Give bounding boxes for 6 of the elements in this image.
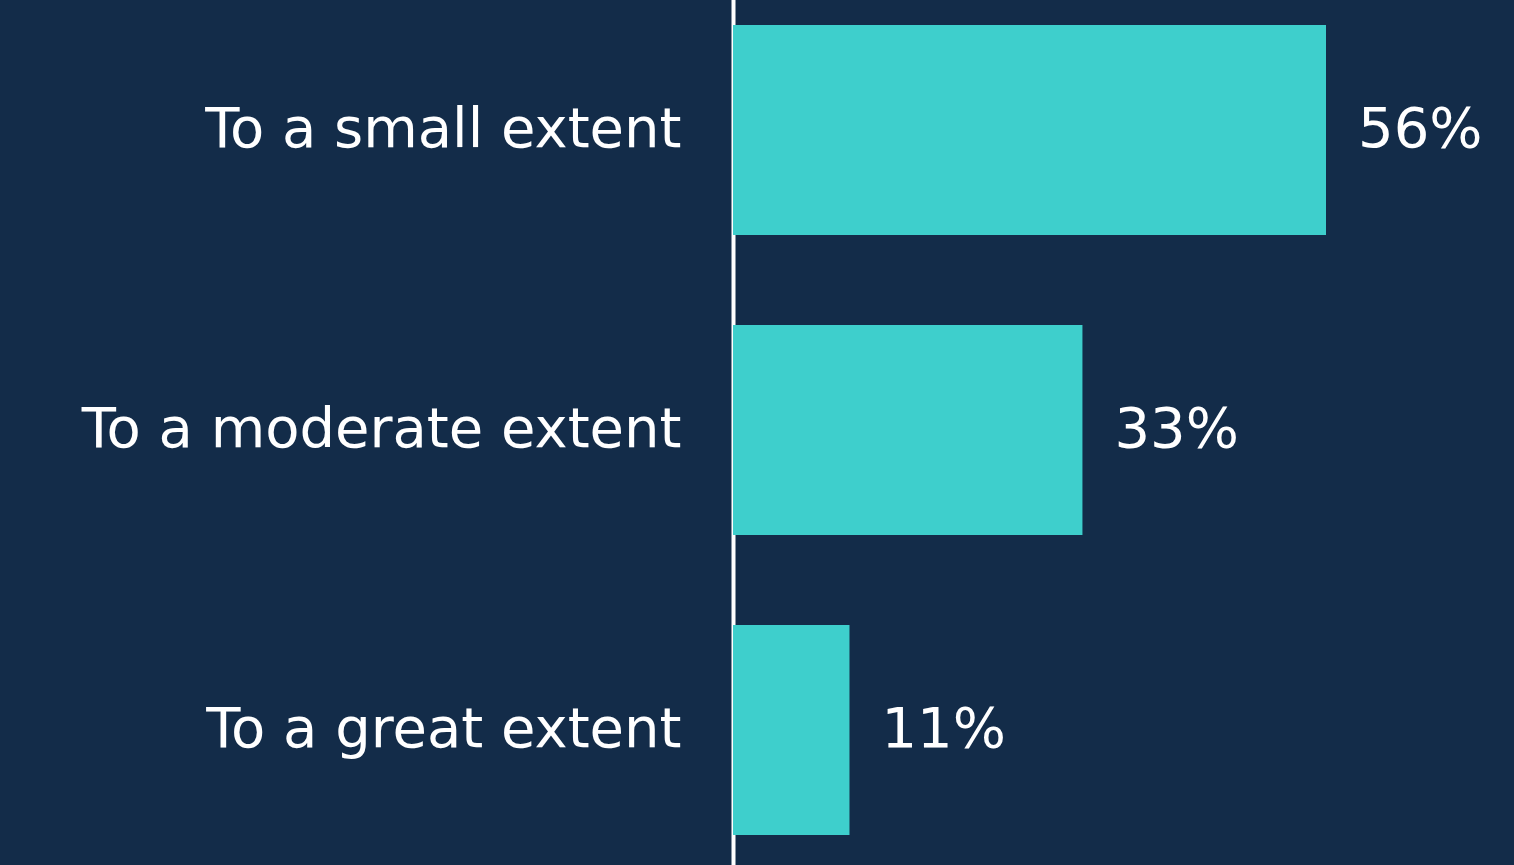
data-label: 56% [1358,95,1483,160]
y-tick-label: To a small extent [204,95,682,160]
y-tick-label: To a great extent [205,695,682,760]
y-tick-label: To a moderate extent [80,395,682,460]
data-label: 33% [1114,395,1239,460]
data-label: 11% [881,695,1006,760]
